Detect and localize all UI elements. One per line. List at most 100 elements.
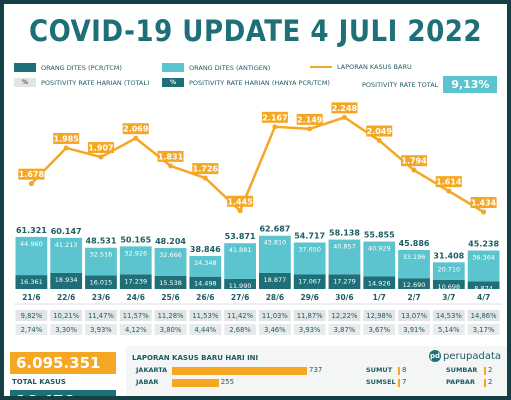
positivity-pcr-value: 3,46% bbox=[264, 326, 286, 334]
x-tick-label: 28/6 bbox=[266, 293, 284, 302]
label-total: 54.717 bbox=[294, 231, 325, 240]
cases-label-box bbox=[122, 123, 149, 135]
legend-swatch-cases bbox=[310, 66, 332, 68]
positivity-total-cell bbox=[259, 310, 291, 321]
positivity-total-cell bbox=[328, 310, 361, 321]
province-value: 2 bbox=[488, 378, 493, 386]
label-total: 45.886 bbox=[399, 239, 430, 248]
brand-name: perupadata bbox=[443, 350, 501, 362]
label-antigen: 41.881 bbox=[229, 246, 252, 254]
bar-antigen bbox=[119, 246, 152, 275]
legend-label-positivity-total: POSITIVITY RATE HARIAN (TOTAL) bbox=[41, 78, 150, 87]
page-title: COVID-19 UPDATE 4 JULI 2022 bbox=[28, 14, 483, 48]
x-tick-label: 26/6 bbox=[196, 293, 214, 302]
bar-pcr bbox=[50, 272, 83, 289]
x-tick-label: 27/6 bbox=[231, 293, 249, 302]
label-total: 38.846 bbox=[190, 245, 221, 254]
x-tick-label: 21/6 bbox=[22, 293, 40, 302]
label-pcr: 18.877 bbox=[264, 276, 287, 284]
brand-mark-icon: pd bbox=[429, 350, 442, 362]
positivity-total-value: 10,21% bbox=[53, 312, 79, 320]
positivity-pcr-value: 3,17% bbox=[473, 326, 495, 334]
province-name: SUMSEL bbox=[366, 378, 396, 386]
label-total: 31.408 bbox=[433, 251, 464, 260]
cases-point bbox=[63, 145, 69, 151]
bar-antigen bbox=[259, 235, 291, 273]
label-pcr: 11.990 bbox=[229, 282, 252, 290]
cases-label: 2.167 bbox=[262, 113, 287, 122]
cases-point bbox=[307, 126, 313, 132]
positivity-total-value: 12,22% bbox=[332, 312, 358, 320]
positivity-total-value: 9,82% bbox=[21, 312, 43, 320]
bar-pcr bbox=[432, 279, 465, 289]
cases-label-box bbox=[261, 111, 288, 123]
bar-pcr bbox=[224, 278, 256, 289]
legend: ORANG DITES (PCR/TCM) ORANG DITES (ANTIG… bbox=[10, 60, 505, 94]
positivity-rate-total-label: POSITIVITY RATE TOTAL bbox=[362, 80, 439, 89]
positivity-total-cell bbox=[15, 310, 48, 321]
positivity-rate-total: POSITIVITY RATE TOTAL 9,13% bbox=[362, 76, 498, 93]
cases-point bbox=[28, 181, 34, 187]
positivity-total-value: 11,03% bbox=[262, 312, 288, 320]
legend-swatch-positivity-pcr: % bbox=[162, 78, 184, 87]
cases-label: 1.726 bbox=[193, 165, 219, 174]
positivity-pcr-cell bbox=[259, 324, 291, 335]
cases-label: 1.831 bbox=[158, 152, 184, 161]
cases-label-box bbox=[296, 113, 323, 125]
legend-item-positivity-pcr: % POSITIVITY RATE HARIAN (HANYA PCR/TCM) bbox=[162, 78, 330, 87]
positivity-rate-total-value: 9,13% bbox=[443, 76, 498, 93]
positivity-pcr-cell bbox=[293, 324, 326, 335]
label-antigen: 32.516 bbox=[90, 251, 113, 259]
bar-antigen bbox=[432, 262, 465, 280]
positivity-total-cell bbox=[398, 310, 430, 321]
label-pcr: 15.538 bbox=[159, 279, 182, 287]
bar-pcr bbox=[259, 272, 291, 289]
cases-point bbox=[237, 208, 243, 214]
bar-pcr bbox=[154, 275, 187, 289]
province-name: JABAR bbox=[136, 378, 159, 386]
label-antigen: 37.650 bbox=[298, 245, 321, 253]
bar-pcr bbox=[467, 281, 500, 289]
cases-label-box bbox=[331, 102, 358, 114]
label-pcr: 16.015 bbox=[90, 278, 113, 286]
label-total: 60.147 bbox=[51, 227, 82, 236]
positivity-total-value: 14,53% bbox=[436, 312, 462, 320]
label-pcr: 14.926 bbox=[368, 279, 391, 287]
province-bar bbox=[172, 367, 307, 375]
positivity-total-cell bbox=[50, 310, 83, 321]
province-bar bbox=[484, 379, 486, 387]
province-value: 737 bbox=[309, 366, 323, 374]
bar-antigen bbox=[85, 247, 117, 276]
positivity-total-value: 12,98% bbox=[366, 312, 392, 320]
positivity-pcr-value: 2,68% bbox=[229, 326, 251, 334]
province-name: SUMBAR bbox=[446, 366, 478, 374]
positivity-total-cell bbox=[85, 310, 117, 321]
bar-antigen bbox=[224, 243, 256, 279]
x-tick-label: 30/6 bbox=[335, 293, 353, 302]
x-tick-label: 24/6 bbox=[127, 293, 145, 302]
bar-pcr bbox=[328, 274, 361, 289]
positivity-pcr-value: 3,93% bbox=[90, 326, 112, 334]
bar-antigen bbox=[328, 239, 361, 275]
province-bar bbox=[398, 367, 400, 375]
positivity-total-value: 14,86% bbox=[471, 312, 497, 320]
cases-point bbox=[202, 175, 208, 181]
positivity-pcr-value: 3,80% bbox=[160, 326, 182, 334]
label-pcr: 18.934 bbox=[55, 276, 78, 284]
positivity-total-cell bbox=[293, 310, 326, 321]
positivity-pcr-cell bbox=[15, 324, 48, 335]
brand-logo: pd perupadata bbox=[429, 350, 501, 362]
cases-label: 1.678 bbox=[19, 170, 45, 179]
positivity-total-cell bbox=[154, 310, 187, 321]
cases-label-box bbox=[18, 168, 45, 180]
bar-pcr bbox=[293, 274, 326, 289]
positivity-pcr-value: 3,93% bbox=[299, 326, 321, 334]
x-tick-label: 23/6 bbox=[92, 293, 110, 302]
cases-point bbox=[481, 209, 487, 215]
legend-item-pcr: ORANG DITES (PCR/TCM) bbox=[14, 63, 122, 72]
positivity-total-cell bbox=[189, 310, 222, 321]
cases-label: 1.445 bbox=[227, 197, 253, 206]
province-bar bbox=[398, 379, 400, 387]
x-tick-label: 2/7 bbox=[407, 293, 420, 302]
legend-label-positivity-pcr: POSITIVITY RATE HARIAN (HANYA PCR/TCM) bbox=[189, 78, 330, 87]
